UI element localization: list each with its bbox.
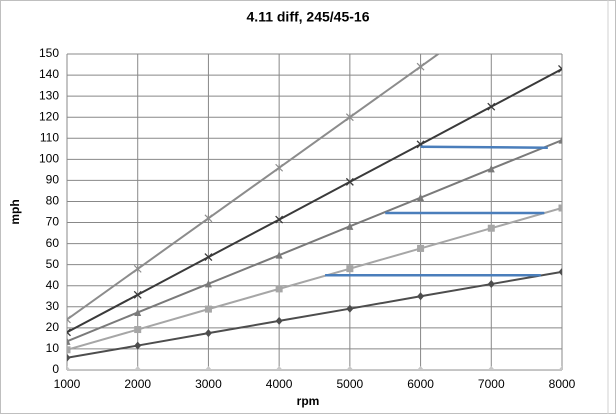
shift-line	[420, 145, 548, 149]
series-line	[67, 68, 562, 334]
marker	[346, 366, 354, 370]
x-tick-label: 3000	[195, 377, 222, 391]
tick-labels: 0 10 20 30 40 50 60 70 80 90 100 110 120 130 140 150 100…	[39, 46, 576, 391]
marker	[346, 222, 354, 230]
x-tick-label: 6000	[407, 377, 434, 391]
marker	[134, 366, 142, 370]
y-tick-label: 140	[39, 67, 59, 81]
marker	[417, 292, 425, 301]
marker	[487, 224, 495, 232]
y-axis-title: mph	[8, 199, 22, 224]
y-tick-label: 40	[46, 278, 60, 292]
x-tick-label: 8000	[549, 377, 576, 391]
y-tick-label: 90	[46, 173, 60, 187]
marker	[133, 290, 142, 299]
marker	[417, 193, 425, 202]
y-tick-label: 60	[46, 236, 60, 250]
marker	[204, 305, 212, 313]
marker	[346, 265, 354, 273]
y-tick-label: 150	[39, 46, 59, 60]
marker	[558, 204, 562, 212]
series-line	[67, 207, 562, 351]
marker	[275, 163, 284, 172]
marker	[67, 337, 71, 345]
x-tick-label: 4000	[266, 377, 293, 391]
y-tick-label: 130	[39, 88, 59, 102]
y-tick-label: 30	[46, 299, 60, 313]
marker	[67, 328, 71, 337]
marker	[275, 366, 283, 370]
chart-title: 4.11 diff, 245/45-16	[247, 9, 370, 25]
grid	[66, 53, 563, 371]
marker	[134, 341, 142, 350]
marker	[417, 244, 425, 252]
y-tick-label: 70	[46, 215, 60, 229]
marker	[558, 366, 562, 370]
marker	[417, 366, 425, 370]
marker	[487, 280, 495, 289]
x-tick-label: 5000	[337, 377, 364, 391]
marker	[558, 64, 562, 73]
marker	[275, 251, 283, 259]
marker	[487, 366, 495, 370]
x-tick-label: 2000	[124, 377, 151, 391]
series-line	[67, 139, 562, 343]
marker	[345, 177, 354, 186]
marker	[204, 279, 212, 288]
plot-area	[67, 54, 562, 370]
x-tick-label: 1000	[54, 377, 81, 391]
y-tick-label: 10	[46, 341, 60, 355]
marker	[416, 62, 425, 71]
y-tick-label: 80	[46, 194, 60, 208]
marker	[346, 304, 354, 313]
x-axis-title: rpm	[297, 394, 320, 408]
marker	[204, 214, 213, 223]
y-tick-label: 20	[46, 320, 60, 334]
series-line	[67, 270, 562, 359]
marker	[487, 164, 495, 173]
marker	[134, 326, 142, 334]
marker	[275, 285, 283, 293]
marker	[558, 267, 562, 276]
x-tick-label: 7000	[478, 377, 505, 391]
marker	[275, 215, 284, 224]
y-tick-label: 110	[40, 130, 59, 144]
marker	[487, 102, 496, 111]
marker	[133, 264, 142, 273]
y-tick-label: 120	[39, 109, 59, 123]
marker	[345, 113, 354, 122]
marker	[204, 366, 212, 370]
marker	[67, 315, 71, 324]
marker	[67, 366, 71, 370]
marker	[204, 253, 213, 262]
marker	[67, 353, 71, 362]
marker	[204, 329, 212, 338]
y-tick-label: 50	[46, 257, 60, 271]
y-tick-label: 0	[52, 362, 59, 376]
marker	[134, 308, 142, 316]
y-tick-label: 100	[39, 152, 59, 166]
marker	[558, 136, 562, 144]
marker	[275, 316, 283, 325]
marker	[67, 346, 71, 354]
